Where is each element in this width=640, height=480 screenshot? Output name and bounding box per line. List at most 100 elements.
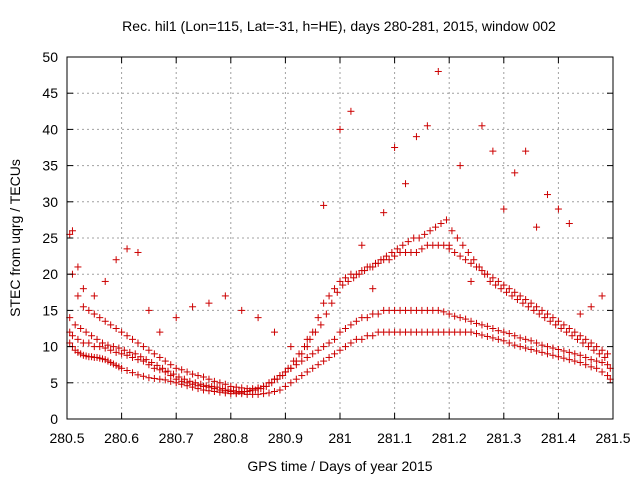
data-point (358, 335, 366, 343)
data-point (483, 322, 491, 330)
data-point (593, 357, 601, 365)
data-point (246, 387, 254, 395)
data-point (549, 351, 557, 359)
data-point (306, 335, 314, 343)
y-tick-label: 30 (42, 194, 58, 210)
data-point (137, 353, 145, 361)
data-point (590, 346, 598, 354)
data-point (388, 248, 396, 256)
data-point (112, 325, 120, 332)
data-point (385, 256, 393, 264)
data-point (415, 234, 423, 242)
data-point (298, 372, 306, 380)
data-point (503, 288, 511, 296)
data-point (587, 339, 595, 347)
data-point (587, 356, 595, 364)
data-point (268, 379, 276, 387)
data-point (167, 361, 175, 369)
x-tick-label: 280.6 (104, 430, 139, 446)
data-point (251, 386, 259, 394)
data-point (533, 223, 541, 231)
data-point (341, 343, 349, 351)
data-point (475, 263, 483, 271)
data-point (546, 317, 554, 325)
data-point (279, 372, 287, 380)
data-point (511, 332, 519, 340)
data-point (412, 133, 420, 141)
data-point (467, 277, 475, 285)
y-tick-label: 20 (42, 266, 58, 282)
data-point (582, 353, 590, 361)
data-point (459, 241, 467, 249)
data-point (467, 259, 475, 267)
data-point (112, 348, 120, 356)
data-point (374, 310, 382, 318)
data-point (134, 248, 142, 256)
data-point (418, 245, 426, 253)
data-point (489, 147, 497, 155)
data-point (320, 299, 328, 307)
data-point (508, 292, 516, 300)
data-point (576, 310, 584, 318)
x-tick-label: 281.2 (432, 430, 467, 446)
data-point (560, 321, 568, 329)
x-tick-labels: 280.5 280.6 280.7 280.8 280.9 281 281.1 281.2 28… (49, 430, 630, 446)
data-point (445, 310, 453, 318)
data-point (500, 205, 508, 213)
data-point (549, 314, 557, 322)
data-point (527, 345, 535, 353)
data-point (543, 343, 551, 351)
data-point (301, 343, 309, 351)
data-point (208, 382, 216, 390)
data-point (270, 387, 278, 395)
data-point (139, 372, 147, 380)
x-tick-label: 280.5 (49, 430, 84, 446)
data-point (473, 330, 480, 338)
data-point (505, 339, 513, 347)
data-point (123, 366, 131, 374)
data-point (473, 319, 480, 327)
data-point (369, 332, 377, 340)
data-point (524, 303, 532, 311)
x-tick-label: 281.5 (595, 430, 630, 446)
data-point (221, 380, 229, 388)
data-point (355, 270, 363, 278)
data-point (156, 353, 164, 361)
data-point (352, 317, 360, 325)
data-point (358, 241, 366, 249)
x-tick-label: 281.3 (486, 430, 521, 446)
data-point (560, 354, 568, 362)
data-point (434, 306, 442, 314)
data-point (172, 314, 180, 322)
data-point (347, 321, 355, 329)
data-point (470, 256, 478, 264)
y-tick-label: 10 (42, 339, 58, 355)
data-point (587, 303, 595, 311)
data-point (189, 303, 197, 311)
data-point (442, 216, 450, 224)
axis-ticks (66, 56, 614, 420)
data-point (112, 256, 120, 264)
data-point (295, 350, 303, 358)
data-point (333, 288, 341, 296)
data-point (118, 350, 126, 358)
data-point (221, 292, 229, 300)
data-point (341, 274, 349, 282)
data-point (399, 241, 407, 249)
data-point (462, 256, 470, 264)
data-point (134, 371, 142, 379)
data-point (500, 281, 508, 289)
data-point (238, 384, 246, 392)
data-point (361, 267, 369, 275)
data-point (456, 252, 464, 260)
data-point (478, 321, 486, 329)
data-point (74, 263, 82, 271)
data-point (604, 372, 612, 380)
data-point (554, 205, 562, 213)
data-point (98, 339, 106, 347)
data-point (126, 348, 134, 356)
x-tick-label: 280.8 (213, 430, 248, 446)
data-point (576, 359, 584, 367)
data-point (183, 368, 191, 376)
